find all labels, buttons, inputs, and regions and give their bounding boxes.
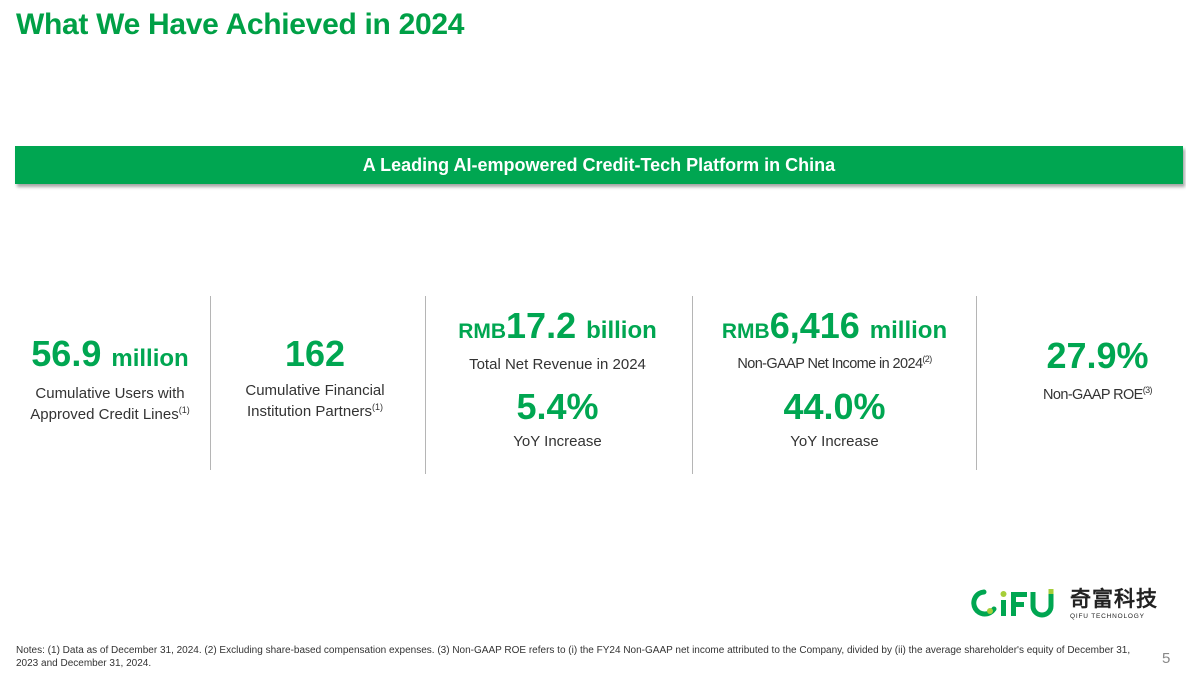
- metric-number: 162: [284, 333, 346, 374]
- metric-cumulative-users: 56.9 million Cumulative Users with Appro…: [10, 334, 210, 425]
- currency-prefix: RMB: [721, 320, 770, 343]
- growth-label: YoY Increase: [513, 433, 602, 450]
- column-divider: [692, 296, 693, 474]
- qifu-logo-mark: [970, 588, 1062, 620]
- metric-label-line: Approved Credit Lines(1): [30, 405, 190, 424]
- metric-label: Total Net Revenue in 2024: [469, 356, 646, 373]
- metric-roe: 27.9% Non-GAAP ROE(3): [990, 336, 1186, 406]
- metric-label: Non-GAAP Net Income in 2024(2): [737, 354, 932, 372]
- metric-financial-partners: 162 Cumulative Financial Institution Par…: [215, 334, 415, 422]
- growth-label: YoY Increase: [790, 433, 879, 450]
- metric-label: Cumulative Users with Approved Credit Li…: [10, 383, 210, 425]
- metric-label-line: Cumulative Users with: [35, 385, 185, 402]
- page-number: 5: [1162, 650, 1171, 667]
- logo-english-name: QIFU TECHNOLOGY: [1070, 613, 1145, 620]
- banner-text: A Leading AI-empowered Credit-Tech Platf…: [362, 154, 836, 175]
- tagline-banner: A Leading AI-empowered Credit-Tech Platf…: [15, 146, 1183, 184]
- metric-value: 27.9%: [1046, 335, 1149, 376]
- metric-unit: million: [869, 317, 948, 344]
- logo-chinese-name: 奇富科技: [1070, 588, 1158, 611]
- metric-label-line: Cumulative Financial: [245, 382, 385, 399]
- column-divider: [976, 296, 977, 470]
- qifu-logo-icon: [971, 589, 1054, 618]
- metric-number: 6,416: [769, 305, 860, 346]
- metric-number: 17.2: [506, 305, 577, 346]
- currency-prefix: RMB: [458, 320, 507, 343]
- company-logo: 奇富科技 QIFU TECHNOLOGY: [970, 588, 1158, 620]
- footnote-ref: (2): [922, 354, 932, 365]
- metric-number: 56.9: [31, 333, 102, 374]
- metric-value: 56.9 million: [10, 334, 210, 379]
- footnotes: Notes: (1) Data as of December 31, 2024.…: [16, 645, 1131, 669]
- page-title: What We Have Achieved in 2024: [16, 8, 465, 41]
- growth-value: 44.0%: [783, 386, 886, 427]
- logo-wordmark: 奇富科技 QIFU TECHNOLOGY: [1070, 588, 1158, 620]
- metric-label-line: Institution Partners(1): [246, 402, 384, 421]
- metric-value: 162: [215, 334, 415, 374]
- metric-value: RMB17.2 billion: [430, 306, 685, 352]
- metric-net-income: RMB6,416 million Non-GAAP Net Income in …: [697, 306, 972, 452]
- footnote-ref: (1): [372, 402, 384, 412]
- growth-value: 5.4%: [516, 386, 599, 427]
- column-divider: [425, 296, 426, 474]
- metric-unit: billion: [586, 317, 657, 344]
- metric-unit: million: [111, 345, 189, 372]
- column-divider: [210, 296, 211, 470]
- metric-value: RMB6,416 million: [697, 306, 972, 352]
- footnote-ref: (1): [178, 405, 190, 415]
- metric-net-revenue: RMB17.2 billion Total Net Revenue in 202…: [430, 306, 685, 452]
- footnote-ref: (3): [1142, 385, 1153, 396]
- metric-label: Non-GAAP ROE(3): [1043, 385, 1153, 403]
- metric-label: Cumulative Financial Institution Partner…: [215, 380, 415, 422]
